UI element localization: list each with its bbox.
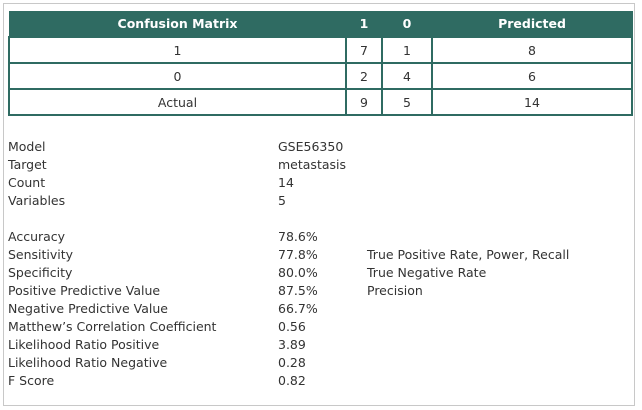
table-cell: 14 bbox=[431, 88, 633, 116]
info-value: 14 bbox=[278, 175, 294, 190]
table-cell: 6 bbox=[431, 62, 633, 90]
metric-label: Negative Predictive Value bbox=[8, 301, 168, 316]
table-row: 1 7 1 8 bbox=[8, 36, 633, 64]
table-cell: 5 bbox=[381, 88, 433, 116]
metric-value: 87.5% bbox=[278, 283, 318, 298]
table-header-row: Confusion Matrix 1 0 Predicted bbox=[8, 11, 633, 37]
info-label: Variables bbox=[8, 193, 66, 208]
header-predicted-total: Predicted bbox=[431, 11, 633, 37]
table-cell: 8 bbox=[431, 36, 633, 64]
info-label: Target bbox=[8, 157, 47, 172]
row-label: 1 bbox=[8, 36, 347, 64]
metric-value: 0.28 bbox=[278, 355, 306, 370]
header-predicted-0: 0 bbox=[381, 11, 433, 37]
metric-label: Sensitivity bbox=[8, 247, 74, 262]
metric-label: F Score bbox=[8, 373, 55, 388]
table-row: 0 2 4 6 bbox=[8, 62, 633, 90]
metric-label: Accuracy bbox=[8, 229, 66, 244]
header-predicted-1: 1 bbox=[345, 11, 383, 37]
info-value: GSE56350 bbox=[278, 139, 344, 154]
row-label: 0 bbox=[8, 62, 347, 90]
metric-value: 0.56 bbox=[278, 319, 306, 334]
table-row: Actual 9 5 14 bbox=[8, 88, 633, 116]
info-value: metastasis bbox=[278, 157, 346, 172]
info-value: 5 bbox=[278, 193, 286, 208]
row-label: Actual bbox=[8, 88, 347, 116]
table-cell: 7 bbox=[345, 36, 383, 64]
metric-label: Specificity bbox=[8, 265, 73, 280]
metric-description: True Positive Rate, Power, Recall bbox=[367, 247, 570, 262]
results-panel bbox=[3, 3, 635, 406]
metric-value: 0.82 bbox=[278, 373, 306, 388]
metric-value: 66.7% bbox=[278, 301, 318, 316]
metric-value: 78.6% bbox=[278, 229, 318, 244]
info-label: Count bbox=[8, 175, 46, 190]
metric-value: 80.0% bbox=[278, 265, 318, 280]
table-cell: 4 bbox=[381, 62, 433, 90]
metric-value: 77.8% bbox=[278, 247, 318, 262]
metric-value: 3.89 bbox=[278, 337, 306, 352]
confusion-matrix-table: Confusion Matrix 1 0 Predicted 1 7 1 8 0… bbox=[8, 11, 633, 116]
metric-label: Matthew’s Correlation Coefficient bbox=[8, 319, 217, 334]
metric-description: Precision bbox=[367, 283, 423, 298]
metric-label: Likelihood Ratio Negative bbox=[8, 355, 168, 370]
metric-label: Positive Predictive Value bbox=[8, 283, 161, 298]
header-confusion-matrix: Confusion Matrix bbox=[8, 11, 347, 37]
info-label: Model bbox=[8, 139, 46, 154]
table-cell: 9 bbox=[345, 88, 383, 116]
table-cell: 2 bbox=[345, 62, 383, 90]
metric-description: True Negative Rate bbox=[367, 265, 487, 280]
metric-label: Likelihood Ratio Positive bbox=[8, 337, 160, 352]
table-cell: 1 bbox=[381, 36, 433, 64]
